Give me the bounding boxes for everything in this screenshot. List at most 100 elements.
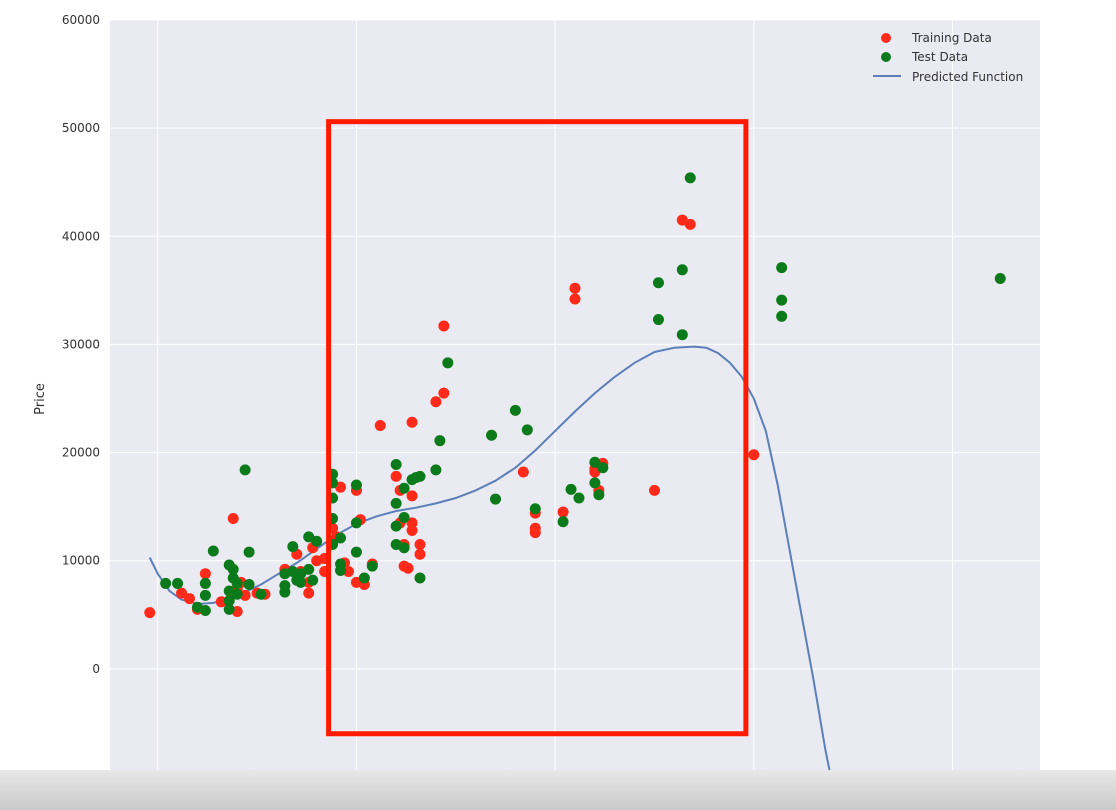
- y-tick-label: 20000: [62, 446, 100, 460]
- test-data-point: [231, 577, 243, 589]
- test-data-point: [390, 497, 402, 509]
- test-data-point: [287, 541, 299, 553]
- test-data-point: [307, 574, 319, 586]
- test-data-point: [573, 492, 585, 504]
- y-axis-ticks: -100000100002000030000400005000060000: [57, 13, 100, 784]
- test-data-point: [652, 314, 664, 326]
- test-data-point: [521, 424, 533, 436]
- video-bottom-bar: [0, 770, 1116, 810]
- legend-label-predicted: Predicted Function: [912, 70, 1023, 84]
- test-data-point: [199, 589, 211, 601]
- test-data-point: [486, 429, 498, 441]
- legend-marker-training: [881, 33, 891, 43]
- test-data-point: [597, 462, 609, 474]
- test-data-point: [776, 262, 788, 274]
- test-data-point: [589, 456, 601, 468]
- training-data-point: [227, 513, 239, 525]
- legend-label-training: Training Data: [911, 31, 992, 45]
- test-data-point: [593, 489, 605, 501]
- test-data-point: [652, 277, 664, 289]
- test-data-point: [199, 604, 211, 616]
- training-data-point: [374, 420, 386, 432]
- training-data-point: [529, 527, 541, 539]
- test-data-point: [589, 477, 601, 489]
- y-tick-label: 10000: [62, 554, 100, 568]
- test-data-point: [684, 172, 696, 184]
- y-tick-label: 30000: [62, 337, 100, 351]
- test-data-point: [442, 357, 454, 369]
- training-data-point: [438, 387, 450, 399]
- test-data-point: [398, 511, 410, 523]
- y-tick-label: 60000: [62, 13, 100, 27]
- y-tick-label: 0: [92, 662, 100, 676]
- training-data-point: [569, 282, 581, 294]
- training-data-point: [557, 506, 569, 518]
- test-data-point: [390, 458, 402, 470]
- test-data-point: [303, 563, 315, 575]
- test-data-point: [243, 546, 255, 558]
- test-data-point: [223, 595, 235, 607]
- test-data-point: [414, 470, 426, 482]
- training-data-point: [390, 470, 402, 482]
- test-data-point: [223, 603, 235, 615]
- test-data-point: [358, 572, 370, 584]
- training-data-point: [303, 587, 315, 599]
- test-data-point: [295, 576, 307, 588]
- training-data-point: [176, 587, 188, 599]
- test-data-point: [207, 545, 219, 557]
- training-data-point: [199, 568, 211, 580]
- test-data-point: [311, 535, 323, 547]
- test-data-point: [676, 329, 688, 341]
- training-data-point: [402, 562, 414, 574]
- test-data-point: [557, 516, 569, 528]
- test-data-point: [279, 586, 291, 598]
- test-data-point: [172, 577, 184, 589]
- y-tick-label: 40000: [62, 229, 100, 243]
- gridlines: [110, 19, 1040, 778]
- test-data-point: [565, 483, 577, 495]
- training-data-point: [684, 218, 696, 230]
- training-data-point: [438, 320, 450, 332]
- y-axis-label: Price: [33, 383, 48, 415]
- legend: Training Data Test Data Predicted Functi…: [873, 31, 1023, 84]
- highlight-box: [326, 119, 749, 737]
- test-data-point: [414, 572, 426, 584]
- test-data-point: [398, 482, 410, 494]
- test-data-point: [243, 579, 255, 591]
- training-data-point: [517, 466, 529, 478]
- legend-label-test: Test Data: [911, 50, 968, 64]
- training-data-point: [648, 484, 660, 496]
- test-data-point: [509, 404, 521, 416]
- test-data-point: [430, 464, 442, 476]
- test-data-point: [231, 588, 243, 600]
- test-data-point: [350, 479, 362, 491]
- test-data-point: [776, 310, 788, 322]
- test-data-point: [490, 493, 502, 505]
- test-data-point: [350, 546, 362, 558]
- test-data-point: [366, 560, 378, 572]
- legend-marker-test: [881, 52, 891, 62]
- test-data-point: [350, 517, 362, 529]
- training-data-point: [406, 490, 418, 502]
- test-data-point: [776, 294, 788, 306]
- test-data-point: [390, 520, 402, 532]
- training-data-point: [144, 607, 156, 619]
- test-data-point: [529, 503, 541, 515]
- test-data-point: [160, 577, 172, 589]
- training-data-point: [430, 396, 442, 408]
- annotation-layer: [326, 119, 749, 737]
- test-data-point: [434, 435, 446, 447]
- training-data-point: [406, 416, 418, 428]
- test-data-point: [994, 272, 1006, 284]
- test-data-point: [239, 464, 251, 476]
- test-data-point: [398, 542, 410, 554]
- test-data-point: [676, 264, 688, 276]
- test-data-point: [335, 532, 347, 544]
- training-data-point: [406, 517, 418, 529]
- y-tick-label: 50000: [62, 121, 100, 135]
- training-data-point: [748, 449, 760, 461]
- training-data-point: [414, 548, 426, 560]
- plot-background: [110, 20, 1040, 777]
- training-data-point: [183, 593, 195, 605]
